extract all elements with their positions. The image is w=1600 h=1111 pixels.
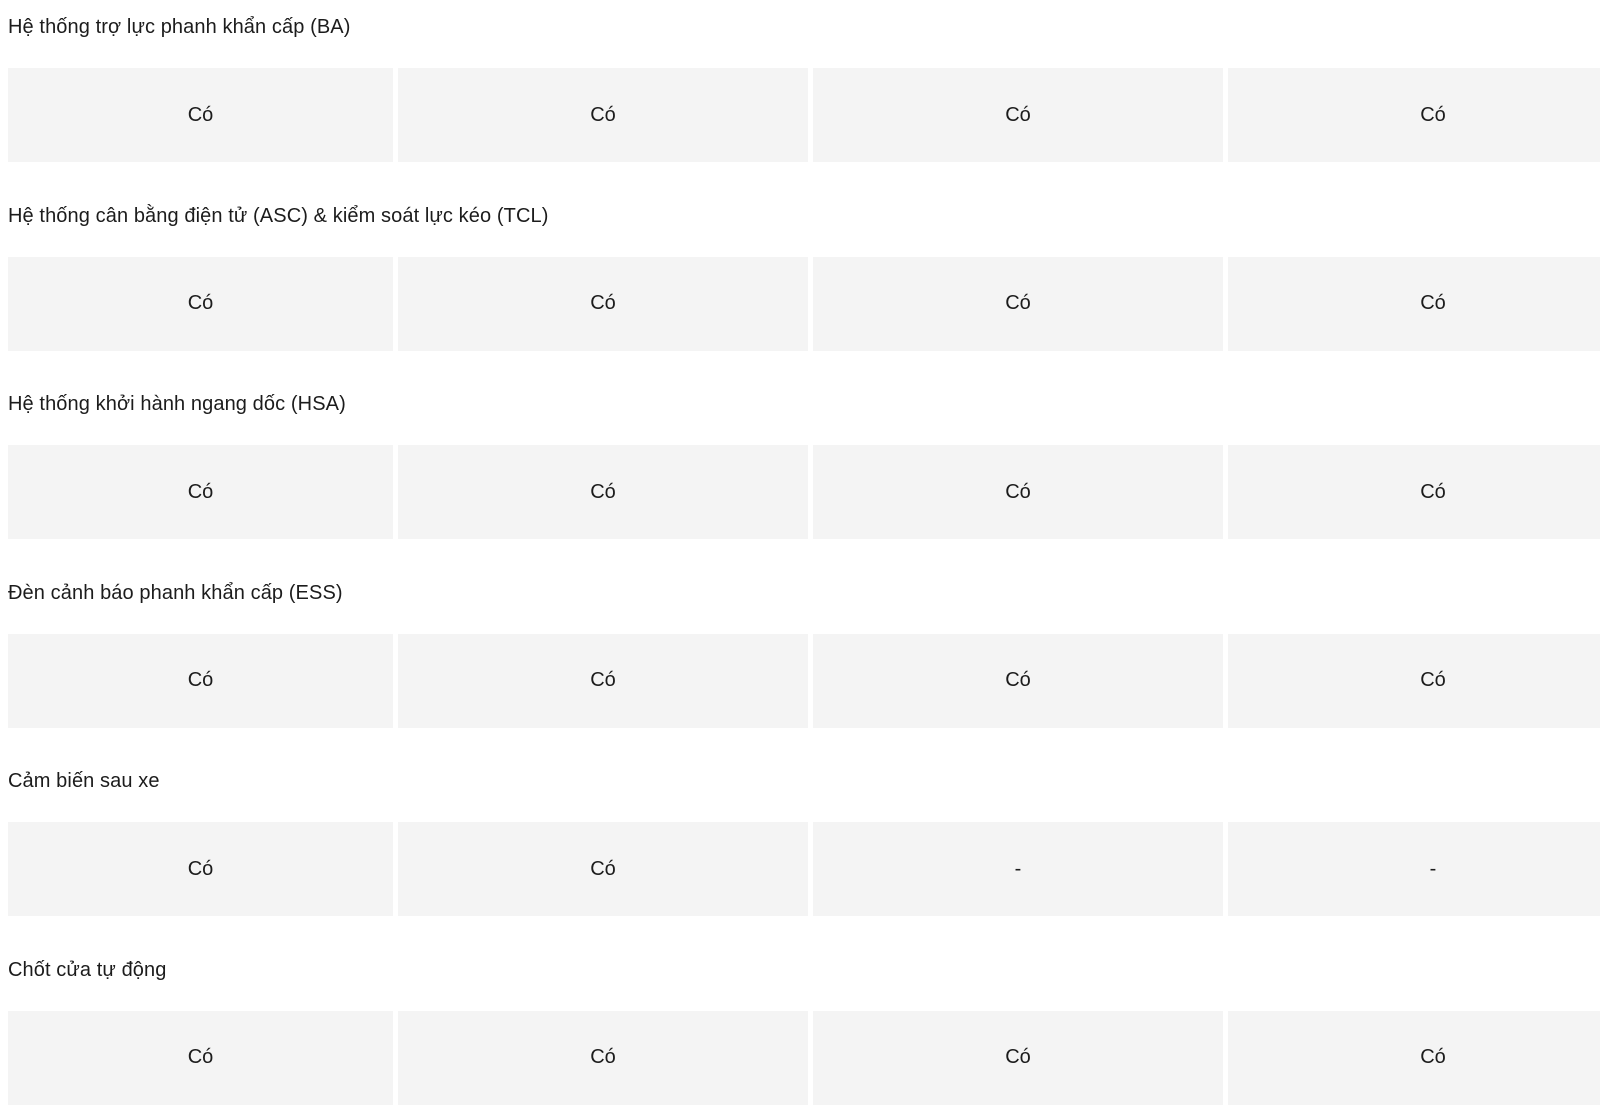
spec-cell: Có <box>398 633 808 728</box>
spec-cell: Có <box>813 1010 1223 1105</box>
spec-row-cells: Có Có Có Có <box>8 68 1600 162</box>
spec-row-label: Hệ thống trợ lực phanh khẩn cấp (BA) <box>8 16 351 38</box>
spec-cell: Có <box>398 822 808 916</box>
spec-cell: Có <box>8 256 393 351</box>
spec-cell: Có <box>398 256 808 351</box>
spec-section-ess: Đèn cảnh báo phanh khẩn cấp (ESS) Có Có … <box>8 580 1600 728</box>
spec-row-label: Cảm biến sau xe <box>8 770 160 792</box>
spec-cell: Có <box>398 68 808 162</box>
spec-section-auto-door-lock: Chốt cửa tự động Có Có Có Có <box>8 957 1600 1105</box>
spec-cell: Có <box>1228 445 1600 539</box>
spec-row-cells: Có Có Có Có <box>8 445 1600 539</box>
spec-section-asc-tcl: Hệ thống cân bằng điện tử (ASC) & kiểm s… <box>8 203 1600 351</box>
spec-section-rear-sensor: Cảm biến sau xe Có Có - - <box>8 768 1600 916</box>
spec-cell: Có <box>398 445 808 539</box>
spec-cell: Có <box>1228 1010 1600 1105</box>
spec-cell: Có <box>1228 256 1600 351</box>
spec-section-ba: Hệ thống trợ lực phanh khẩn cấp (BA) Có … <box>8 14 1600 162</box>
spec-cell: Có <box>8 68 393 162</box>
spec-row-cells: Có Có Có Có <box>8 256 1600 351</box>
spec-cell: - <box>813 822 1223 916</box>
spec-row-cells: Có Có Có Có <box>8 1010 1600 1105</box>
spec-cell: Có <box>8 633 393 728</box>
spec-cell: Có <box>8 1010 393 1105</box>
spec-cell: Có <box>813 445 1223 539</box>
spec-section-hsa: Hệ thống khởi hành ngang dốc (HSA) Có Có… <box>8 391 1600 539</box>
spec-cell: Có <box>398 1010 808 1105</box>
spec-cell: Có <box>8 822 393 916</box>
spec-cell: Có <box>1228 633 1600 728</box>
spec-row-label: Hệ thống cân bằng điện tử (ASC) & kiểm s… <box>8 204 549 227</box>
spec-row-label: Chốt cửa tự động <box>8 958 167 981</box>
spec-cell: Có <box>813 256 1223 351</box>
spec-row-cells: Có Có Có Có <box>8 633 1600 728</box>
spec-cell: Có <box>1228 68 1600 162</box>
spec-cell: Có <box>813 633 1223 728</box>
spec-cell: - <box>1228 822 1600 916</box>
spec-cell: Có <box>8 445 393 539</box>
spec-row-label: Hệ thống khởi hành ngang dốc (HSA) <box>8 393 346 415</box>
spec-row-label: Đèn cảnh báo phanh khẩn cấp (ESS) <box>8 581 343 604</box>
spec-row-cells: Có Có - - <box>8 822 1600 916</box>
spec-comparison-table: Hệ thống trợ lực phanh khẩn cấp (BA) Có … <box>8 0 1600 1105</box>
spec-cell: Có <box>813 68 1223 162</box>
